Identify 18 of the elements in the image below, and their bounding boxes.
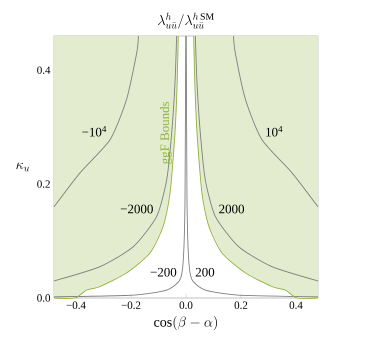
series-label: 200 xyxy=(196,268,214,277)
text: ggF Bounds xyxy=(160,102,172,164)
x-axis-title: $\cos(\beta-\alpha)$ xyxy=(154,316,217,330)
series-label: 2000 xyxy=(219,204,244,214)
y-tick-label: 0.4 xyxy=(37,66,50,74)
series-label: 10$^{4}$ xyxy=(266,126,282,136)
x-tick-label: −0.4 xyxy=(66,302,86,309)
y-axis-title: $\kappa_u$ xyxy=(16,162,30,172)
chart-title: $\lambda^{h}_{u\bar{u}}/\lambda^{h\,\mathrm{SM}}_{u\bar{u}}$ xyxy=(158,12,214,29)
x-tick-label: −0.2 xyxy=(122,302,140,309)
y-tick-label: 0.2 xyxy=(37,180,50,188)
x-tick-label: 0.0 xyxy=(180,302,192,309)
series-label: −2000 xyxy=(120,204,153,214)
series-label: −10$^{4}$ xyxy=(82,126,106,136)
y-tick-label: 0.0 xyxy=(37,294,50,302)
x-tick-label: 0.2 xyxy=(234,302,248,309)
series-label: −200 xyxy=(150,268,176,277)
x-tick-label: 0.4 xyxy=(290,302,303,309)
